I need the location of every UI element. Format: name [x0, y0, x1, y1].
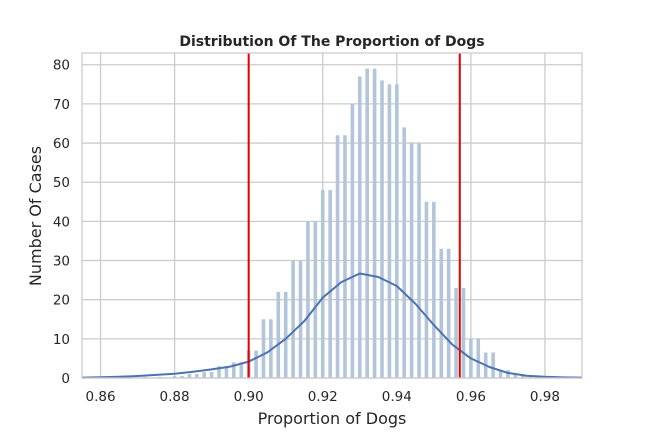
- y-tick-label: 10: [53, 332, 70, 348]
- histogram-bar: [498, 370, 503, 378]
- histogram-bar: [335, 135, 340, 378]
- x-tick-label: 0.90: [234, 389, 264, 405]
- histogram-bar: [172, 376, 177, 378]
- histogram-bar: [320, 190, 325, 378]
- x-tick-label: 0.88: [160, 389, 190, 405]
- histogram-bar: [313, 221, 318, 378]
- y-tick-label: 60: [53, 136, 70, 152]
- histogram-bar: [409, 143, 414, 378]
- histogram-bar: [446, 248, 451, 378]
- plot-area: 0.86 0.88 0.90 0.92 0.94 0.96 0.98 0 10 20 30 40 50 6…: [53, 52, 583, 405]
- histogram-bar: [461, 287, 466, 378]
- histogram-bar: [232, 362, 236, 378]
- x-axis-label: Proportion of Dogs: [258, 409, 407, 428]
- histogram-bar: [513, 374, 518, 378]
- histogram-bar: [380, 80, 384, 378]
- histogram-bar: [261, 319, 266, 378]
- histogram-bar: [424, 201, 429, 378]
- histogram-bar: [365, 68, 369, 378]
- histogram-bar: [432, 201, 436, 378]
- histogram-bar: [417, 143, 421, 378]
- histogram-bar: [306, 221, 310, 378]
- x-tick-label: 0.86: [85, 389, 115, 405]
- y-axis-label: Number Of Cases: [26, 146, 45, 286]
- histogram-bar: [328, 190, 332, 378]
- histogram-bar: [454, 287, 458, 378]
- histogram-bar: [291, 260, 295, 378]
- histogram-bar: [187, 374, 192, 378]
- x-tick-label: 0.94: [382, 389, 412, 405]
- histogram-bar: [217, 366, 221, 378]
- y-tick-label: 50: [53, 175, 70, 191]
- histogram-bar: [476, 338, 481, 378]
- histogram-bar: [239, 362, 244, 378]
- histogram-bar: [439, 248, 444, 378]
- histogram-bar: [254, 350, 258, 378]
- x-tick-label: 0.96: [456, 389, 486, 405]
- histogram-bar: [506, 370, 510, 378]
- histogram-bar: [402, 127, 407, 379]
- histogram-bar: [350, 103, 355, 378]
- histogram-bar: [372, 68, 377, 378]
- y-tick-label: 0: [61, 371, 70, 387]
- histogram-bar: [491, 352, 495, 378]
- histogram-bar: [276, 291, 281, 378]
- kde-curve: [81, 272, 583, 379]
- histogram-bar: [343, 135, 347, 378]
- histogram-bar: [357, 76, 362, 379]
- x-tick-label: 0.98: [530, 389, 560, 405]
- histogram-bar: [195, 374, 199, 378]
- histogram-bar: [209, 372, 214, 378]
- plot-frame: [81, 52, 583, 379]
- histogram-bar: [180, 376, 184, 378]
- histogram-bar: [387, 84, 392, 378]
- y-tick-label: 30: [53, 254, 70, 270]
- histogram-bar: [283, 291, 288, 378]
- chart-title: Distribution Of The Proportion of Dogs: [179, 34, 484, 50]
- y-tick-label: 80: [53, 58, 70, 74]
- x-tick-label: 0.92: [308, 389, 338, 405]
- y-tick-label: 20: [53, 293, 70, 309]
- y-tick-label: 40: [53, 214, 70, 230]
- histogram-bar: [202, 372, 207, 378]
- histogram-bar: [395, 84, 399, 378]
- histogram-bar: [298, 260, 303, 378]
- histogram-bar: [224, 366, 229, 378]
- y-tick-label: 70: [53, 97, 70, 113]
